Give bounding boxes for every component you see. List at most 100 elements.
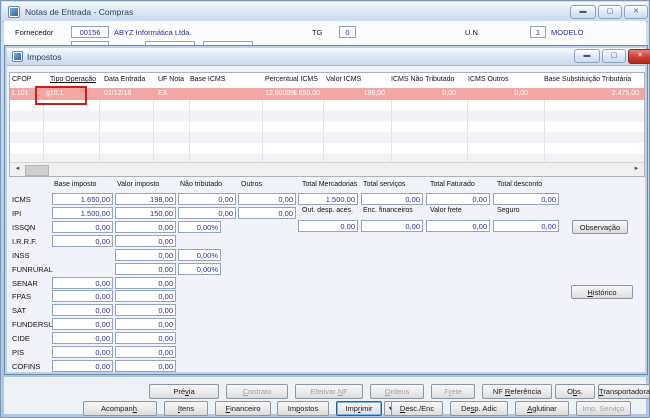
tax-valor-field[interactable]: 0,00: [115, 360, 176, 372]
grid-hscrollbar[interactable]: ◄ ►: [10, 162, 644, 176]
total-label: Total desconto: [497, 181, 543, 188]
tax-valor-field[interactable]: 150,00: [115, 207, 176, 219]
total2-field[interactable]: 0,00: [426, 220, 490, 232]
tax-nt-field[interactable]: 0,00: [178, 193, 236, 205]
tax-base-field[interactable]: 0,00: [52, 304, 113, 316]
tg-field[interactable]: 0: [339, 26, 356, 38]
observacao-button[interactable]: Observação: [572, 220, 628, 234]
grid-cell: EX: [158, 90, 168, 97]
tax-valor-field[interactable]: 0,00: [115, 304, 176, 316]
tax-base-field[interactable]: 0,00: [52, 235, 113, 247]
desp-adic-button[interactable]: Desp. Adic: [450, 401, 508, 416]
grid-selected-row[interactable]: 1.101 g10.1 01/12/18 EX 1.650,00 12,0000% 198,…: [10, 88, 644, 100]
total2-field[interactable]: 0,00: [493, 220, 559, 232]
minimize-icon[interactable]: ▬: [570, 5, 596, 19]
grid-gridline: [391, 100, 392, 164]
total2-field[interactable]: 0,00: [361, 220, 423, 232]
annotation-highlight-box: [35, 86, 87, 105]
tax-valor-field[interactable]: 0,00: [115, 346, 176, 358]
tax-nt-field[interactable]: 0,00: [178, 207, 236, 219]
historico-button[interactable]: Histórico: [571, 285, 633, 299]
tax-base-field[interactable]: 0,00: [52, 318, 113, 330]
tax-base-field[interactable]: 0,00: [52, 346, 113, 358]
ordens-button: Ordens: [370, 384, 424, 399]
tax-row-label: CIDE: [12, 334, 30, 343]
grid-cell: 0,00: [514, 90, 528, 97]
dialog-maximize-icon[interactable]: ▢: [602, 49, 626, 63]
header-form: Fornecedor 00156 ABYZ Informática Ltda. …: [4, 21, 646, 45]
tax-outros-field[interactable]: 0,00: [238, 193, 296, 205]
nf-refer-ncia-button[interactable]: NF Referência: [482, 384, 552, 399]
tax-pct-field[interactable]: 0,00%: [178, 263, 221, 275]
total-field[interactable]: 0,00: [426, 193, 490, 205]
partial-field[interactable]: [71, 41, 109, 45]
tax-valor-field[interactable]: 0,00: [115, 263, 176, 275]
fornecedor-code-field[interactable]: 00156: [71, 26, 109, 38]
tax-base-field[interactable]: 0,00: [52, 332, 113, 344]
tax-base-field[interactable]: 0,00: [52, 290, 113, 302]
tax-col-header: Não tributado: [180, 181, 223, 188]
tax-base-field[interactable]: 1.500,00: [52, 207, 113, 219]
tax-row-label: ISSQN: [12, 223, 36, 232]
grid-col-header: UF Nota: [158, 76, 185, 83]
partial-field[interactable]: [145, 41, 195, 45]
tax-valor-field[interactable]: 198,00: [115, 193, 176, 205]
un-field[interactable]: 1: [530, 26, 546, 38]
tax-base-field[interactable]: 0,00: [52, 277, 113, 289]
grid-gridline: [467, 100, 468, 164]
pr-via-button[interactable]: Prévia: [149, 384, 219, 399]
tax-base-field[interactable]: 0,00: [52, 221, 113, 233]
dialog-titlebar: Impostos: [7, 48, 645, 66]
tax-valor-field[interactable]: 0,00: [115, 332, 176, 344]
contrato-button: Contrato: [226, 384, 288, 399]
imp-servi-o-button: Imp. Serviço: [576, 401, 631, 416]
tax-outros-field[interactable]: 0,00: [238, 207, 296, 219]
total2-label: Valor frete: [430, 207, 462, 214]
tax-valor-field[interactable]: 0,00: [115, 249, 176, 261]
aglutinar-button[interactable]: Aglutinar: [515, 401, 569, 416]
tax-row-label: FUNRURAL: [12, 265, 53, 274]
transportadora-button[interactable]: Transportadora: [598, 384, 650, 399]
un-label: U.N.: [465, 28, 480, 37]
tax-row-label: ICMS: [12, 195, 31, 204]
grid-cell: 1.101: [11, 90, 29, 97]
dialog-title: Impostos: [27, 51, 62, 62]
grid-col-header: Tipo Operação: [50, 76, 97, 83]
tax-valor-field[interactable]: 0,00: [115, 277, 176, 289]
grid-col-header: Base ICMS: [190, 76, 226, 83]
total-field[interactable]: 0,00: [361, 193, 423, 205]
itens-button[interactable]: Itens: [164, 401, 208, 416]
total-field[interactable]: 0,00: [493, 193, 559, 205]
scroll-left-icon[interactable]: ◄: [14, 166, 21, 172]
financeiro-button[interactable]: Financeiro: [215, 401, 271, 416]
partial-field[interactable]: [203, 41, 253, 45]
grid-col-header: CFOP: [12, 76, 32, 83]
close-icon[interactable]: ✕: [624, 5, 648, 19]
tax-col-header: Valor imposto: [117, 181, 160, 188]
grid-col-header: ICMS Outros: [468, 76, 509, 83]
main-window-title: Notas de Entrada - Compras: [25, 6, 134, 17]
obs-button[interactable]: Obs.: [555, 384, 595, 399]
tax-base-field[interactable]: 0,00: [52, 360, 113, 372]
tax-pct-field[interactable]: 0,00%: [178, 249, 221, 261]
scroll-thumb[interactable]: [25, 165, 49, 176]
tax-base-field[interactable]: 1.650,00: [52, 193, 113, 205]
imprimir-button[interactable]: Imprimir: [336, 401, 382, 416]
grid-col-header: Valor ICMS: [326, 76, 362, 83]
tax-valor-field[interactable]: 0,00: [115, 221, 176, 233]
grid-cell: 01/12/18: [104, 90, 132, 97]
tax-valor-field[interactable]: 0,00: [115, 290, 176, 302]
tax-valor-field[interactable]: 0,00: [115, 318, 176, 330]
acompanh-button[interactable]: Acompanh.: [83, 401, 157, 416]
tax-pct-field[interactable]: 0,00%: [178, 221, 221, 233]
scroll-right-icon[interactable]: ►: [633, 166, 640, 172]
tax-valor-field[interactable]: 0,00: [115, 235, 176, 247]
total-field[interactable]: 1.500,00: [298, 193, 358, 205]
impostos-button[interactable]: Impostos: [277, 401, 329, 416]
frete-button: Frete: [431, 384, 475, 399]
maximize-icon[interactable]: ▢: [598, 5, 622, 19]
total2-field[interactable]: 0,00: [298, 220, 358, 232]
dialog-close-icon[interactable]: ✕: [628, 49, 650, 64]
desc-enc-button[interactable]: Desc./Enc: [391, 401, 443, 416]
dialog-minimize-icon[interactable]: ▬: [574, 49, 600, 63]
